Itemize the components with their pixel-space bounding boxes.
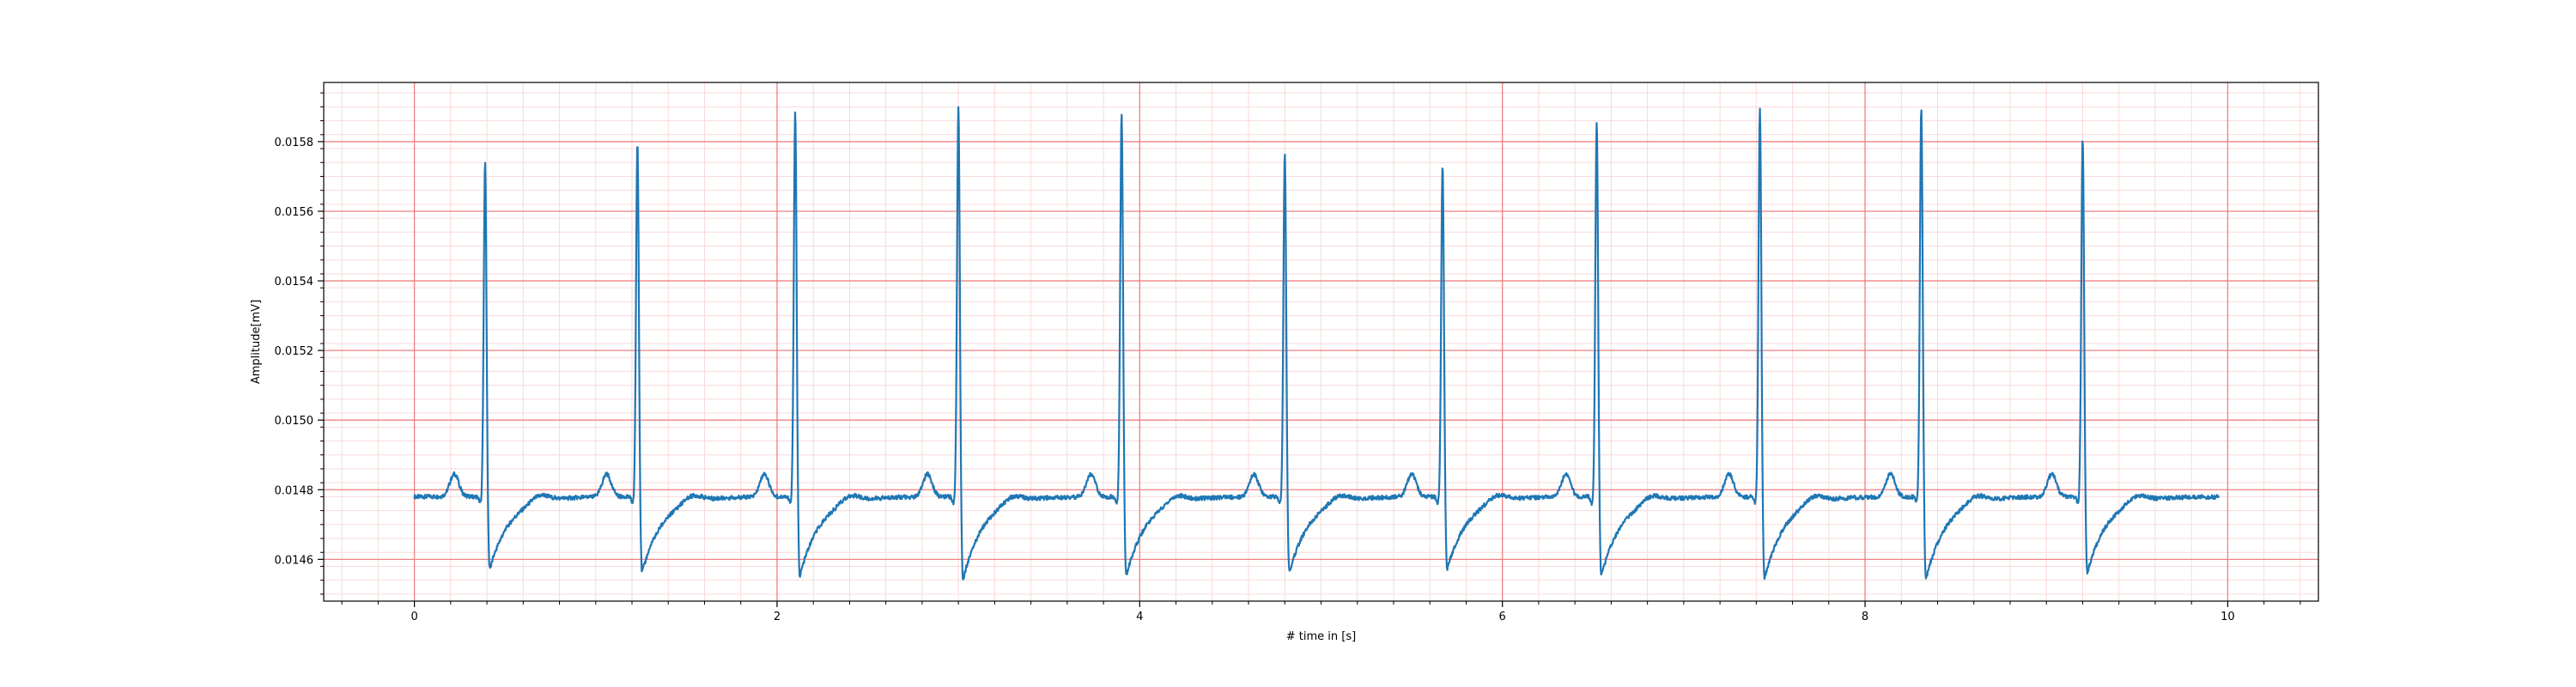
y-tick-label: 0.0154: [275, 276, 314, 289]
x-tick-label: 2: [774, 611, 781, 623]
y-tick-label: 0.0150: [275, 415, 314, 428]
y-tick-label: 0.0146: [275, 554, 314, 567]
x-axis-ticks: 0 2 4 6 8 10: [341, 601, 2301, 623]
ecg-signal-line: [413, 106, 2220, 581]
x-tick-label: 10: [2221, 611, 2235, 623]
y-tick-label: 0.0148: [275, 484, 314, 497]
major-grid: [324, 82, 2318, 601]
x-tick-label: 6: [1499, 611, 1506, 623]
x-tick-label: 8: [1862, 611, 1868, 623]
y-tick-label: 0.0156: [275, 206, 314, 219]
y-axis-ticks: 0.0146 0.0148 0.0150 0.0152 0.0154 0.0156 0.01…: [275, 92, 324, 595]
x-tick-label: 0: [410, 611, 417, 623]
x-axis-label: # time in [s]: [1286, 630, 1356, 643]
minor-grid: [324, 82, 2318, 601]
x-tick-label: 4: [1136, 611, 1143, 623]
y-axis-label: Amplitude[mV]: [250, 300, 263, 384]
y-tick-label: 0.0152: [275, 345, 314, 358]
y-tick-label: 0.0158: [275, 137, 314, 149]
